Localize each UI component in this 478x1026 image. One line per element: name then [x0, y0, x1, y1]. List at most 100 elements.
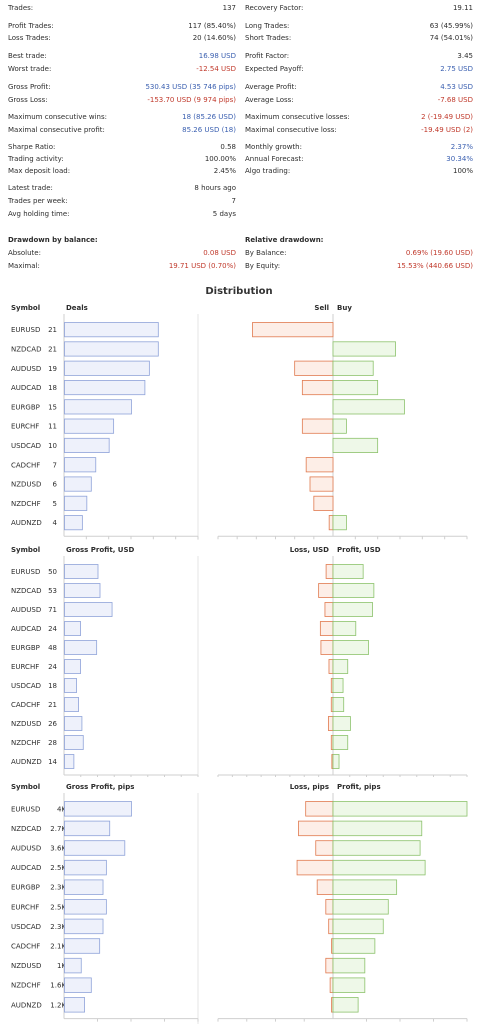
stat-value: 100.00%	[204, 155, 236, 163]
sell-bar	[328, 659, 334, 674]
buy-bar	[332, 977, 366, 993]
stat-label: Relative drawdown:	[245, 236, 324, 244]
left-bar	[64, 418, 115, 434]
stat-value: -19.49 USD (2)	[421, 126, 473, 134]
deal-count-label: 71	[48, 606, 57, 614]
symbol-label: AUDCAD	[11, 864, 41, 872]
stat-value: 8 hours ago	[194, 184, 236, 192]
stat-label: Long Trades:	[245, 22, 290, 30]
buy-series-header: Profit, USD	[337, 546, 381, 554]
stat-row: Max deposit load: 2.45%	[8, 167, 236, 176]
symbol-label: NZDCHF	[11, 739, 41, 747]
profit-usd-distribution-chart: Symbol Gross Profit, USD Loss, USD Profit, …	[0, 542, 478, 789]
deal-count-label: 24	[48, 663, 57, 671]
deals-distribution-chart: SymbolDealsSellBuy5101520253030252015105…	[0, 300, 478, 550]
left-bar	[64, 820, 111, 837]
stat-value: -153.70 USD (9 974 pips)	[147, 96, 236, 104]
left-bar	[64, 640, 98, 655]
stat-row: Maximal consecutive profit: 85.26 USD (18…	[8, 126, 236, 135]
buy-bar	[332, 938, 376, 954]
stat-row: Trades: 137	[8, 4, 236, 13]
buy-bar	[332, 735, 349, 750]
sell-bar	[316, 879, 334, 895]
symbol-label: EURUSD	[11, 326, 40, 334]
stat-label: Sharpe Ratio:	[8, 143, 56, 151]
symbol-label: NZDCAD	[11, 345, 42, 353]
symbol-label: AUDNZD	[11, 519, 42, 527]
buy-bar	[332, 918, 384, 935]
deal-count-label: 5	[53, 500, 57, 508]
sell-bar	[305, 801, 334, 817]
stat-row: Relative drawdown:	[245, 236, 473, 245]
deal-count-label: 3.6K	[50, 845, 66, 853]
buy-bar	[332, 341, 396, 357]
stat-label: Best trade:	[8, 52, 47, 60]
stat-label: Expected Payoff:	[245, 65, 304, 73]
stat-value: 2.75 USD	[440, 65, 473, 73]
deal-count-label: 2.3K	[50, 884, 66, 892]
stat-value: 5 days	[212, 210, 236, 218]
left-bar	[64, 735, 84, 750]
symbol-label: NZDUSD	[11, 962, 41, 970]
buy-bar	[332, 820, 423, 837]
deal-count-label: 11	[48, 423, 57, 431]
stat-label: Absolute:	[8, 249, 41, 257]
buy-bar	[332, 754, 340, 769]
deal-count-label: 21	[48, 345, 57, 353]
left-bar	[64, 457, 97, 473]
stat-value: 4.53 USD	[440, 83, 473, 91]
deal-count-label: 7	[53, 461, 57, 469]
symbol-label: EURCHF	[11, 903, 39, 911]
stat-row: Sharpe Ratio: 0.58	[8, 143, 236, 152]
buy-bar	[332, 640, 369, 655]
deal-count-label: 2.7K	[50, 825, 66, 833]
buy-bar	[332, 418, 347, 434]
left-bar	[64, 801, 132, 817]
buy-bar	[332, 997, 359, 1013]
sell-bar	[324, 602, 334, 617]
stat-label: Trading activity:	[8, 155, 64, 163]
stat-value: 0.08 USD	[203, 249, 236, 257]
left-bar	[64, 918, 104, 935]
symbol-label: NZDUSD	[11, 481, 41, 489]
stat-value: 16.98 USD	[198, 52, 236, 60]
symbol-label: USDCAD	[11, 923, 41, 931]
left-bar	[64, 341, 159, 357]
stat-value: 2.45%	[213, 167, 236, 175]
deal-count-label: 2.5K	[50, 864, 66, 872]
buy-bar	[332, 840, 421, 856]
stat-row: Annual Forecast: 30.34%	[245, 155, 473, 164]
stat-label: Loss Trades:	[8, 34, 51, 42]
chart-svg: Symbol Gross Profit, pips Loss, pips Profit…	[11, 783, 468, 1026]
stat-row: Monthly growth: 2.37%	[245, 143, 473, 152]
stat-value: 85.26 USD (18)	[182, 126, 236, 134]
stat-row: Maximum consecutive wins: 18 (85.26 USD)	[8, 113, 236, 122]
stat-row: Absolute: 0.08 USD	[8, 249, 236, 258]
stat-row: Gross Loss: -153.70 USD (9 974 pips)	[8, 96, 236, 105]
left-bar	[64, 697, 79, 712]
sell-series-header: Sell	[314, 304, 329, 312]
sell-bar	[298, 820, 334, 837]
deal-count-label: 48	[48, 644, 57, 652]
deal-count-label: 50	[48, 568, 57, 576]
buy-bar	[332, 659, 349, 674]
stat-row: Trades per week: 7	[8, 197, 236, 206]
sell-bar	[328, 515, 334, 531]
stat-value: 20 (14.60%)	[192, 34, 236, 42]
deal-count-label: 2.1K	[50, 943, 66, 951]
buy-bar	[332, 716, 351, 731]
buy-bar	[332, 801, 468, 817]
buy-bar	[332, 583, 375, 598]
stat-value: 18 (85.26 USD)	[182, 113, 236, 121]
symbol-header: Symbol	[11, 304, 40, 312]
sell-bar	[327, 716, 334, 731]
stat-row: Gross Profit: 530.43 USD (35 746 pips)	[8, 83, 236, 92]
deal-count-label: 14	[48, 758, 57, 766]
deal-count-label: 15	[48, 403, 57, 411]
symbol-label: EURCHF	[11, 663, 39, 671]
left-bar	[64, 621, 81, 636]
stat-label: Avg holding time:	[8, 210, 70, 218]
sell-bar	[328, 918, 334, 935]
stat-label: Gross Loss:	[8, 96, 48, 104]
deal-count-label: 18	[48, 384, 57, 392]
